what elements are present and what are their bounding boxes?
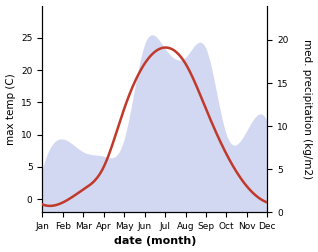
X-axis label: date (month): date (month) [114, 236, 196, 246]
Y-axis label: med. precipitation (kg/m2): med. precipitation (kg/m2) [302, 39, 313, 179]
Y-axis label: max temp (C): max temp (C) [5, 73, 16, 145]
